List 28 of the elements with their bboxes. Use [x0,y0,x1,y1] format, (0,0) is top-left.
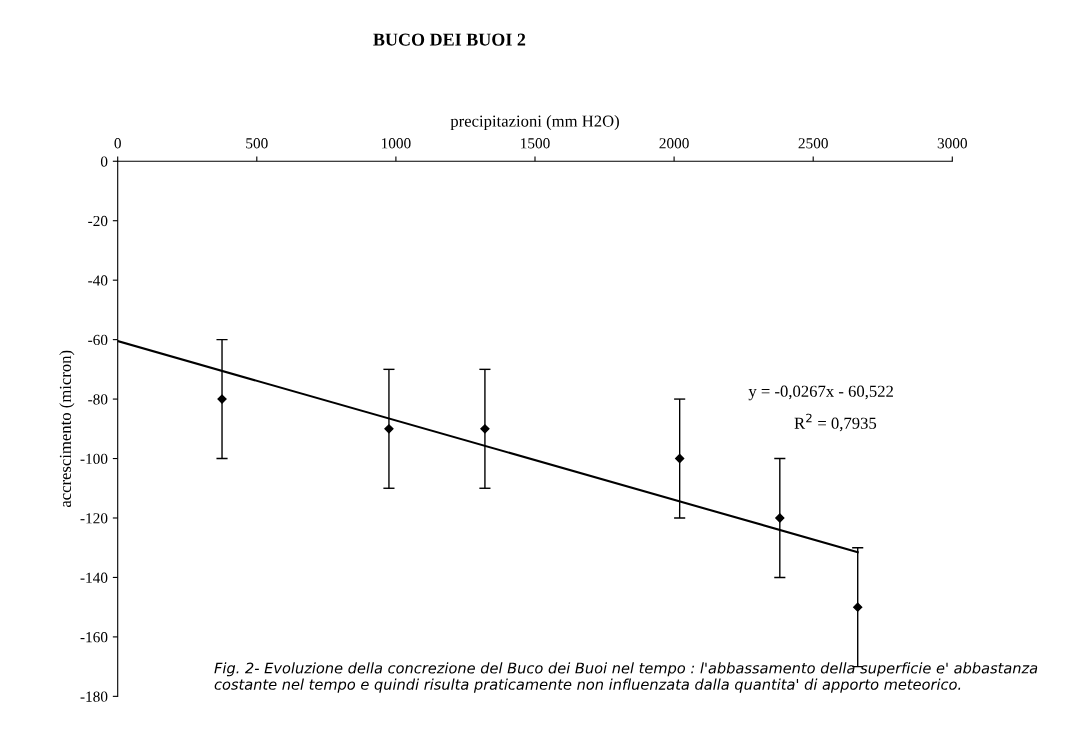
y-tick-label: -120 [80,513,108,524]
y-axis-title: accrescimento (micron) [59,350,75,508]
x-tick-label: 3000 [937,138,967,149]
y-tick-label: 0 [100,156,108,167]
x-tick-label: 0 [114,138,121,149]
y-tick-label: -100 [80,453,108,464]
x-tick-label: 2500 [798,138,828,149]
y-tick-label: -20 [88,215,108,227]
x-tick-label: 1500 [521,138,550,149]
point [384,424,394,434]
point [775,513,785,523]
annotation: Fig. 2- Evoluzione della concrezione del Buco dei Buoi nel tempo : l'abbassamento della superficie e' abbastanza costante nel tempo e quindi risulta praticamente non influenzata dalla quantita' di apporto meteorico. [214,662,1038,693]
annotation: R$^{2}$ = 0,7935 [794,413,877,432]
annotation: y = -0,0267x - 60,522 [748,385,893,401]
point [853,602,863,612]
x-axis-title: precipitazioni (mm H2O) [450,115,619,131]
x-tick-label: 500 [246,138,268,149]
y-tick-label: -160 [80,632,108,643]
chart-title: BUCO DEI BUOI 2 [373,33,526,46]
point [480,424,490,434]
y-tick-label: -60 [88,334,108,346]
y-tick-label: -80 [88,394,108,405]
y-tick-label: -40 [88,275,108,286]
y-tick-label: -140 [80,572,108,583]
x-tick-label: 2000 [659,138,689,149]
y-tick-label: -180 [80,691,108,702]
x-tick-label: 1000 [381,138,411,149]
point [675,453,685,464]
